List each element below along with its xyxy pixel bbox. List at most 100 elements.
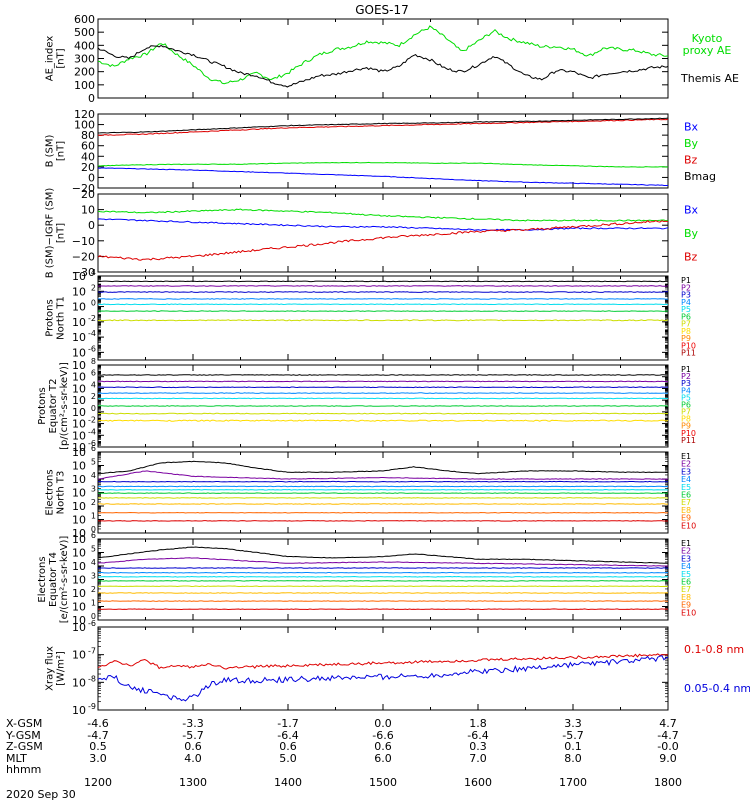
series-p6 [97, 310, 668, 312]
legend-label: P10 [681, 429, 696, 438]
y-axis-label: B (SM) [45, 134, 56, 167]
legend-label: E3 [681, 467, 691, 476]
y-axis-label: North T3 [56, 471, 67, 515]
series-e1 [97, 546, 669, 564]
y-tick-label: 10 [72, 446, 86, 459]
series-p7 [97, 412, 669, 415]
y-tick-exponent: -2 [88, 314, 96, 323]
legend-label: 0.1-0.8 nm [684, 643, 744, 656]
y-tick-label: 10 [72, 533, 86, 546]
y-tick-label: 0 [88, 92, 95, 105]
legend-label: Bmag [684, 170, 716, 183]
y-tick-label: 10 [72, 316, 86, 329]
series-e5 [97, 575, 669, 578]
axis-row-value: 0.6 [279, 740, 297, 753]
y-axis-label: [nT] [56, 48, 67, 68]
legend-label: P8 [681, 327, 691, 336]
series-p2 [98, 380, 669, 383]
series-e3 [97, 567, 669, 569]
series-bz [97, 118, 669, 137]
axis-row-value: 0.6 [184, 740, 202, 753]
y-tick-label: 120 [74, 108, 95, 121]
axis-row-value: 0.5 [89, 740, 107, 753]
y-tick-label: 80 [81, 129, 95, 142]
y-tick-label: 10 [72, 394, 86, 407]
time-tick-label: 1400 [274, 776, 302, 789]
legend-label: P4 [681, 386, 691, 395]
y-tick-label: 10 [72, 547, 86, 560]
y-tick-label: −20 [72, 182, 95, 195]
time-axis: X-GSM -4.6 -3.3 -1.7 0.0 1.8 3.3 4.7 Y-GSM -4.7 -5… [5, 717, 682, 789]
series-e7 [97, 585, 669, 588]
axis-row-value: -4.7 [657, 729, 678, 742]
y-tick-exponent: 4 [91, 268, 96, 277]
axis-row-value: -6.4 [277, 729, 298, 742]
y-tick-label: 10 [72, 500, 86, 513]
legend-label: P7 [681, 408, 691, 417]
y-tick-label: 20 [81, 161, 95, 174]
time-tick-label: 1600 [464, 776, 492, 789]
legend-label: P5 [681, 393, 691, 402]
y-tick-label: 40 [81, 150, 95, 163]
panel-bigrf: −30 −20 −10 0 10 20 B (SM)−IGRF (SM) [nT] Bx By Bz [45, 188, 699, 279]
y-tick-label: 10 [72, 406, 86, 419]
series-e9 [98, 511, 669, 514]
y-axis-label: [nT] [56, 141, 67, 161]
legend-label: P3 [681, 379, 691, 388]
series-e1 [97, 460, 669, 475]
axis-row-value: 9.0 [659, 752, 677, 765]
y-tick-exponent: 4 [91, 380, 96, 389]
legend-label: proxy AE [683, 44, 732, 57]
legend-label: Bz [684, 153, 698, 166]
legend-label: P10 [681, 341, 696, 350]
y-tick-label: 400 [74, 39, 95, 52]
y-tick-exponent: 3 [91, 485, 96, 494]
series-e3 [97, 480, 668, 483]
y-tick-label: 20 [81, 188, 95, 201]
y-tick-exponent: 1 [91, 512, 96, 521]
y-tick-label: 10 [72, 460, 86, 473]
y-tick-exponent: 2 [91, 392, 96, 401]
legend-label: P11 [681, 436, 696, 445]
series-e6 [97, 580, 669, 582]
axis-row-value: 3.3 [564, 717, 582, 730]
y-axis-label: Protons [45, 299, 56, 336]
legend-label: E3 [681, 554, 691, 563]
y-tick-label: 10 [72, 371, 86, 384]
axis-row-value: 7.0 [469, 752, 487, 765]
y-tick-exponent: -9 [88, 702, 96, 711]
series-e2 [97, 557, 669, 567]
y-tick-exponent: -4 [88, 329, 96, 338]
axis-row-value: -4.6 [87, 717, 108, 730]
legend-label: P6 [681, 400, 691, 409]
legend-label: Bx [684, 120, 699, 133]
y-axis-label: B (SM)−IGRF (SM) [45, 188, 56, 279]
axis-row-value: 6.0 [374, 752, 392, 765]
y-tick-exponent: 5 [91, 545, 96, 554]
legend-label: E2 [681, 547, 691, 556]
y-tick-exponent: 6 [91, 369, 96, 378]
legend-label: P5 [681, 305, 691, 314]
y-tick-exponent: 0 [91, 612, 96, 621]
y-tick-exponent: 4 [91, 558, 96, 567]
series-e4 [98, 485, 669, 488]
y-tick-label: 10 [81, 204, 95, 217]
y-tick-exponent: -6 [88, 344, 96, 353]
y-tick-label: 10 [72, 418, 86, 431]
series-themis-ae [97, 44, 669, 88]
y-tick-label: 10 [72, 614, 86, 627]
legend-label: E8 [681, 593, 691, 602]
series-e10 [97, 520, 668, 522]
legend-label: P2 [681, 283, 691, 292]
legend-label: E6 [681, 578, 691, 587]
y-tick-label: 60 [81, 140, 95, 153]
legend-label: P9 [681, 334, 691, 343]
series-p1 [97, 374, 668, 376]
series-e7 [97, 497, 669, 499]
time-tick-label: 1300 [179, 776, 207, 789]
series-p5 [98, 397, 669, 400]
y-axis-label: [e/(cm²-s-sr-keV)] [59, 536, 70, 624]
